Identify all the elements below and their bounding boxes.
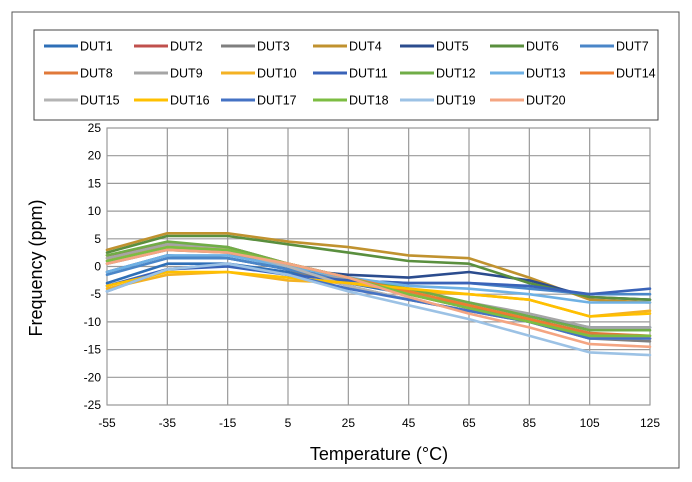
legend-label: DUT14 <box>616 67 656 81</box>
y-tick-label: 20 <box>88 149 102 163</box>
y-tick-label: 5 <box>94 232 101 246</box>
legend-label: DUT10 <box>257 67 297 81</box>
x-tick-label: 85 <box>523 416 537 430</box>
legend-label: DUT18 <box>349 94 389 108</box>
series-line-dut5 <box>105 254 652 302</box>
x-tick-label: 65 <box>462 416 476 430</box>
legend-label: DUT19 <box>436 94 476 108</box>
x-tick-label: -15 <box>219 416 237 430</box>
y-tick-label: -15 <box>84 343 102 357</box>
legend-label: DUT8 <box>80 67 113 81</box>
x-tick-label: 105 <box>580 416 600 430</box>
legend-label: DUT11 <box>349 67 388 81</box>
legend-label: DUT20 <box>526 94 566 108</box>
legend-label: DUT12 <box>436 67 476 81</box>
y-tick-label: -10 <box>84 315 102 329</box>
legend-label: DUT3 <box>257 40 290 54</box>
x-tick-label: -55 <box>98 416 116 430</box>
legend-label: DUT9 <box>170 67 203 81</box>
series-lines <box>105 232 652 357</box>
series-line-dut18 <box>105 245 652 338</box>
legend-label: DUT17 <box>257 94 297 108</box>
legend-label: DUT16 <box>170 94 210 108</box>
x-tick-label: 125 <box>640 416 660 430</box>
x-tick-label: 5 <box>285 416 292 430</box>
legend: DUT1 DUT2 DUT3 DUT4 DUT5 DUT6 DUT7 DUT8 DUT9 DUT1… <box>44 40 656 108</box>
x-axis-label: Temperature (°C) <box>310 444 448 464</box>
x-tick-label: -35 <box>159 416 177 430</box>
y-tick-label: -25 <box>84 398 102 412</box>
y-tick-label: 25 <box>88 121 102 135</box>
legend-label: DUT5 <box>436 40 469 54</box>
legend-label: DUT4 <box>349 40 382 54</box>
grid <box>106 127 651 406</box>
y-axis-label: Frequency (ppm) <box>26 199 46 336</box>
legend-label: DUT1 <box>80 40 113 54</box>
y-tick-label: -20 <box>84 370 102 384</box>
legend-label: DUT6 <box>526 40 559 54</box>
legend-label: DUT15 <box>80 94 120 108</box>
x-tick-label: 25 <box>342 416 356 430</box>
legend-label: DUT7 <box>616 40 649 54</box>
series-line-dut12 <box>105 240 652 332</box>
y-tick-label: -5 <box>90 287 101 301</box>
y-tick-label: 0 <box>94 260 101 274</box>
legend-label: DUT2 <box>170 40 203 54</box>
legend-label: DUT13 <box>526 67 566 81</box>
x-tick-label: 45 <box>402 416 416 430</box>
series-line-dut19 <box>105 262 652 357</box>
y-tick-label: 15 <box>88 176 102 190</box>
series-line-dut20 <box>105 248 652 349</box>
y-tick-label: 10 <box>88 204 102 218</box>
series-line-dut13 <box>105 254 652 304</box>
